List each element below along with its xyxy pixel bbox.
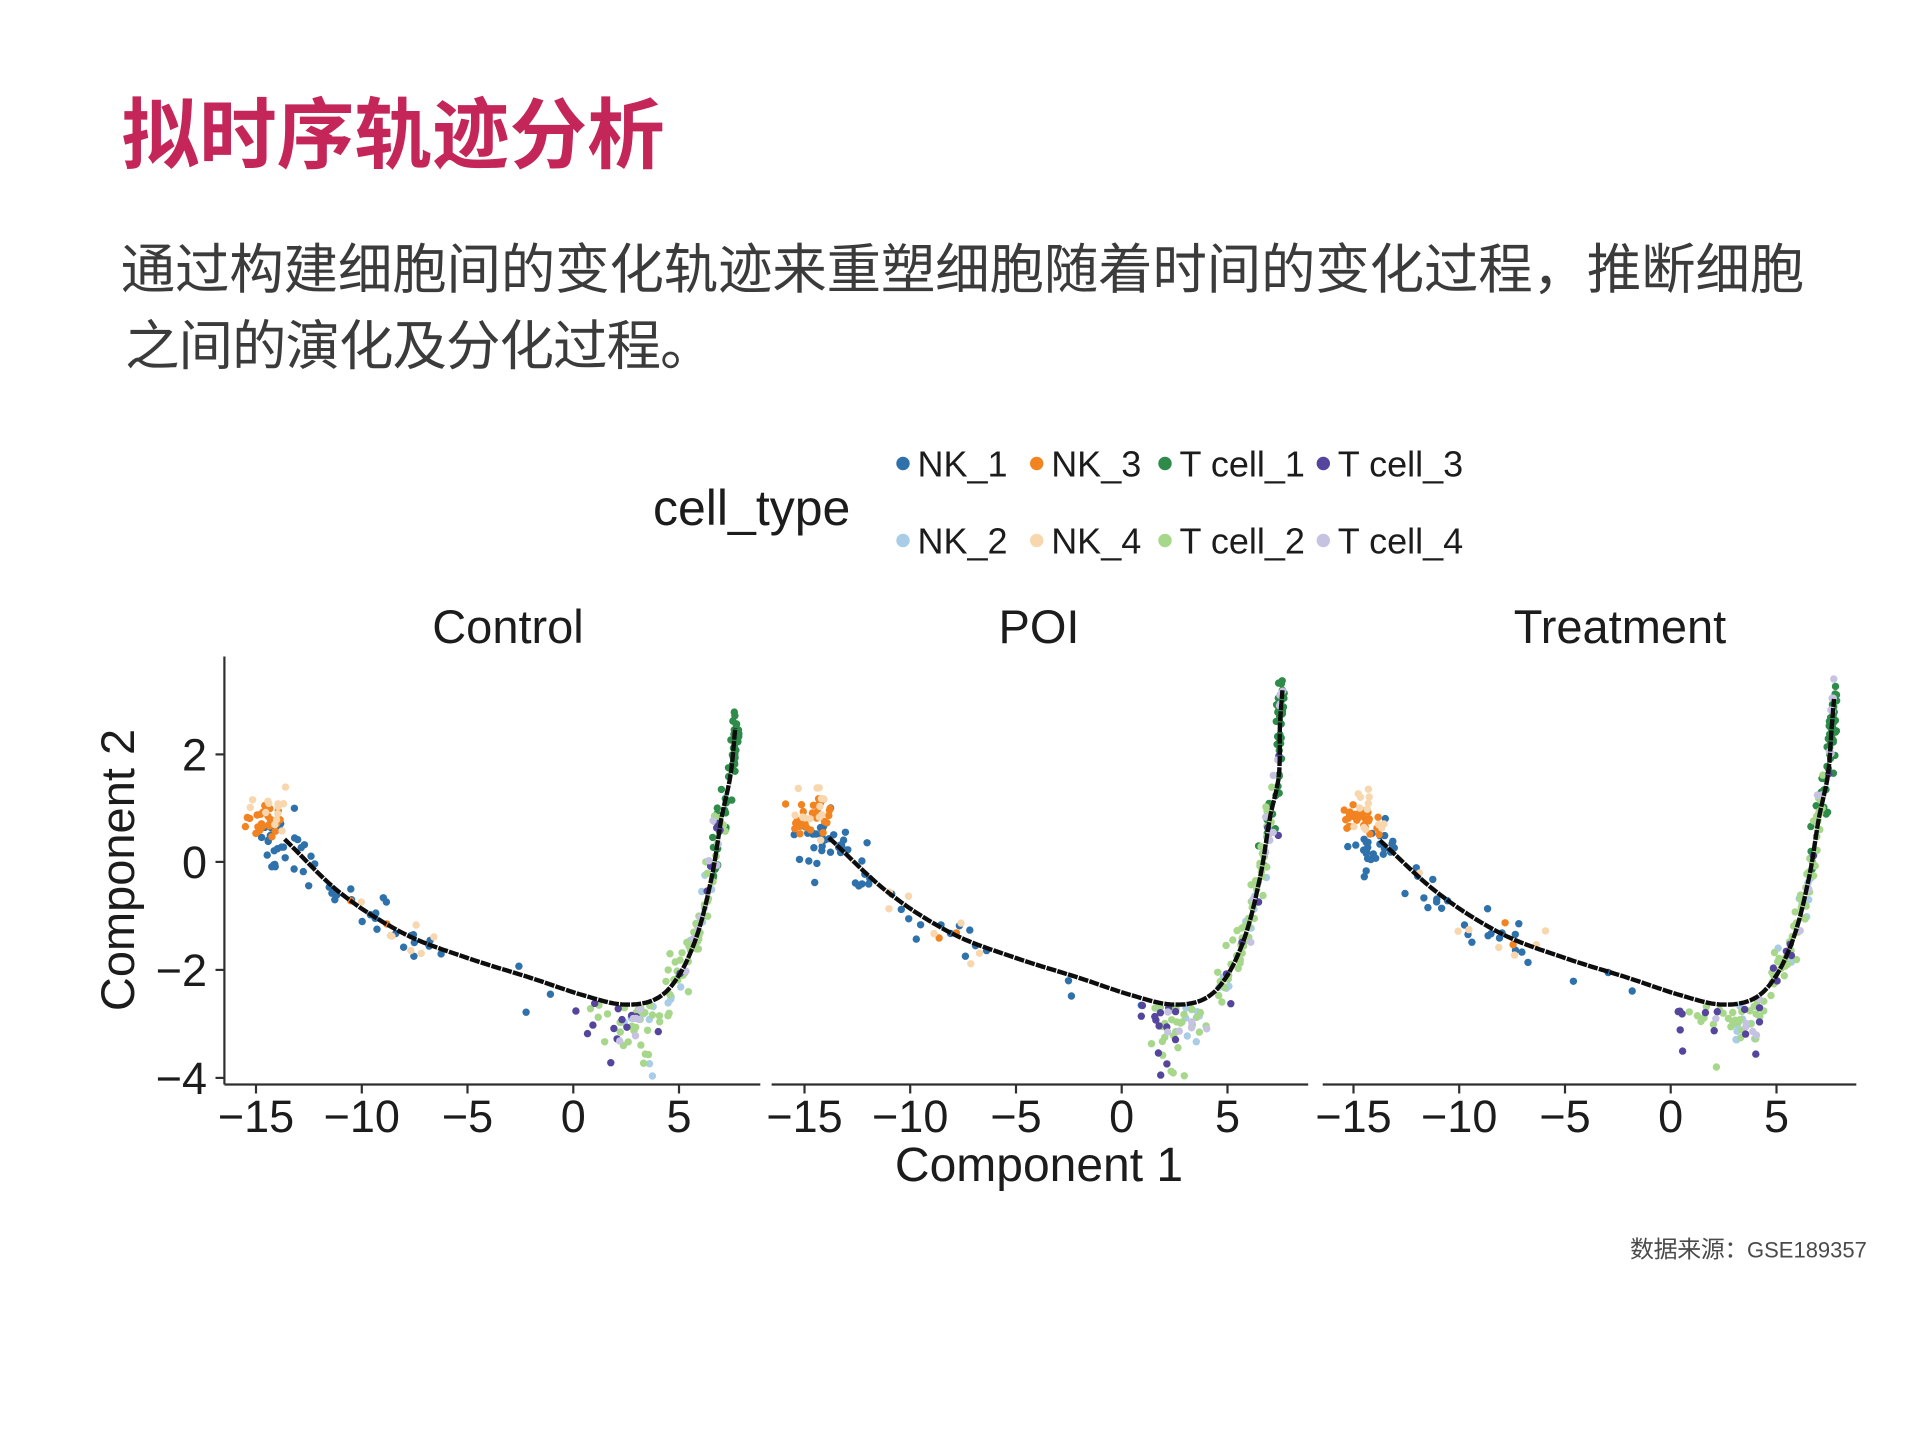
svg-text:5: 5 [666,1091,691,1142]
svg-text:NK_2: NK_2 [918,520,1008,561]
svg-text:0: 0 [1658,1091,1683,1142]
svg-text:−5: −5 [990,1091,1041,1142]
svg-text:POI: POI [999,600,1080,653]
svg-text:−5: −5 [442,1091,493,1142]
svg-text:Control: Control [432,600,584,653]
svg-text:GSE189357: GSE189357 [1747,1238,1867,1263]
svg-text:−10: −10 [324,1091,400,1142]
svg-text:NK_4: NK_4 [1051,520,1141,561]
svg-text:−15: −15 [1315,1091,1391,1142]
svg-text:−5: −5 [1539,1091,1590,1142]
svg-text:−2: −2 [156,945,207,996]
svg-text:T cell_1: T cell_1 [1180,443,1305,484]
svg-text:0: 0 [1109,1091,1134,1142]
svg-text:5: 5 [1764,1091,1789,1142]
svg-text:NK_1: NK_1 [918,443,1008,484]
svg-text:NK_3: NK_3 [1051,443,1141,484]
svg-text:T cell_2: T cell_2 [1180,520,1305,561]
svg-text:−15: −15 [218,1091,294,1142]
svg-text:T cell_3: T cell_3 [1338,443,1463,484]
svg-text:Component 1: Component 1 [895,1139,1183,1192]
svg-text:5: 5 [1215,1091,1240,1142]
svg-text:cell_type: cell_type [653,480,850,536]
svg-text:−4: −4 [156,1053,207,1104]
svg-text:2: 2 [182,729,207,780]
svg-text:Treatment: Treatment [1514,600,1726,653]
svg-text:0: 0 [182,837,207,888]
svg-text:−15: −15 [766,1091,842,1142]
svg-text:−10: −10 [872,1091,948,1142]
svg-text:0: 0 [561,1091,586,1142]
svg-text:Component 2: Component 2 [91,729,144,1011]
svg-text:T cell_4: T cell_4 [1338,520,1463,561]
svg-text:−10: −10 [1421,1091,1497,1142]
